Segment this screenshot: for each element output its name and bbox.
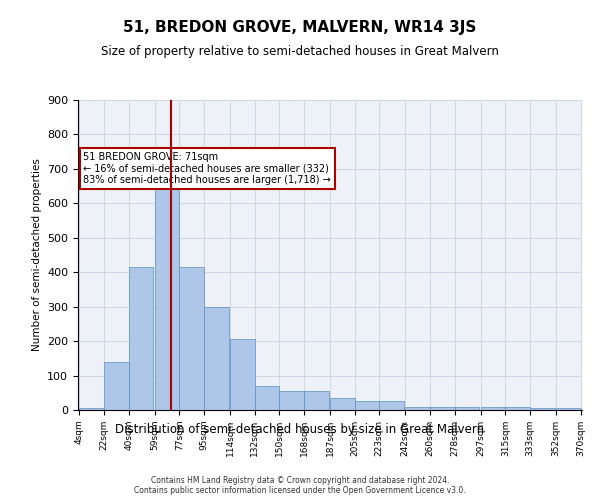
Bar [304, 391, 329, 410]
Bar [481, 406, 505, 410]
Bar [406, 406, 430, 410]
Bar [379, 402, 404, 410]
Bar [430, 406, 455, 410]
Text: Size of property relative to semi-detached houses in Great Malvern: Size of property relative to semi-detach… [101, 45, 499, 58]
Bar [79, 408, 104, 410]
Bar [455, 406, 479, 410]
Text: Contains HM Land Registry data © Crown copyright and database right 2024.
Contai: Contains HM Land Registry data © Crown c… [134, 476, 466, 495]
Text: 51 BREDON GROVE: 71sqm
← 16% of semi-detached houses are smaller (332)
83% of se: 51 BREDON GROVE: 71sqm ← 16% of semi-det… [83, 152, 331, 185]
Bar [128, 267, 154, 410]
Bar [280, 391, 304, 410]
Y-axis label: Number of semi-detached properties: Number of semi-detached properties [32, 158, 41, 352]
Bar [530, 408, 554, 410]
Bar [254, 386, 280, 410]
Bar [556, 408, 581, 410]
Bar [104, 362, 128, 410]
Text: 51, BREDON GROVE, MALVERN, WR14 3JS: 51, BREDON GROVE, MALVERN, WR14 3JS [124, 20, 476, 35]
Text: Distribution of semi-detached houses by size in Great Malvern: Distribution of semi-detached houses by … [115, 422, 485, 436]
Bar [330, 398, 355, 410]
Bar [204, 306, 229, 410]
Bar [179, 267, 204, 410]
Bar [230, 340, 254, 410]
Bar [505, 406, 530, 410]
Bar [355, 402, 379, 410]
Bar [155, 178, 179, 410]
